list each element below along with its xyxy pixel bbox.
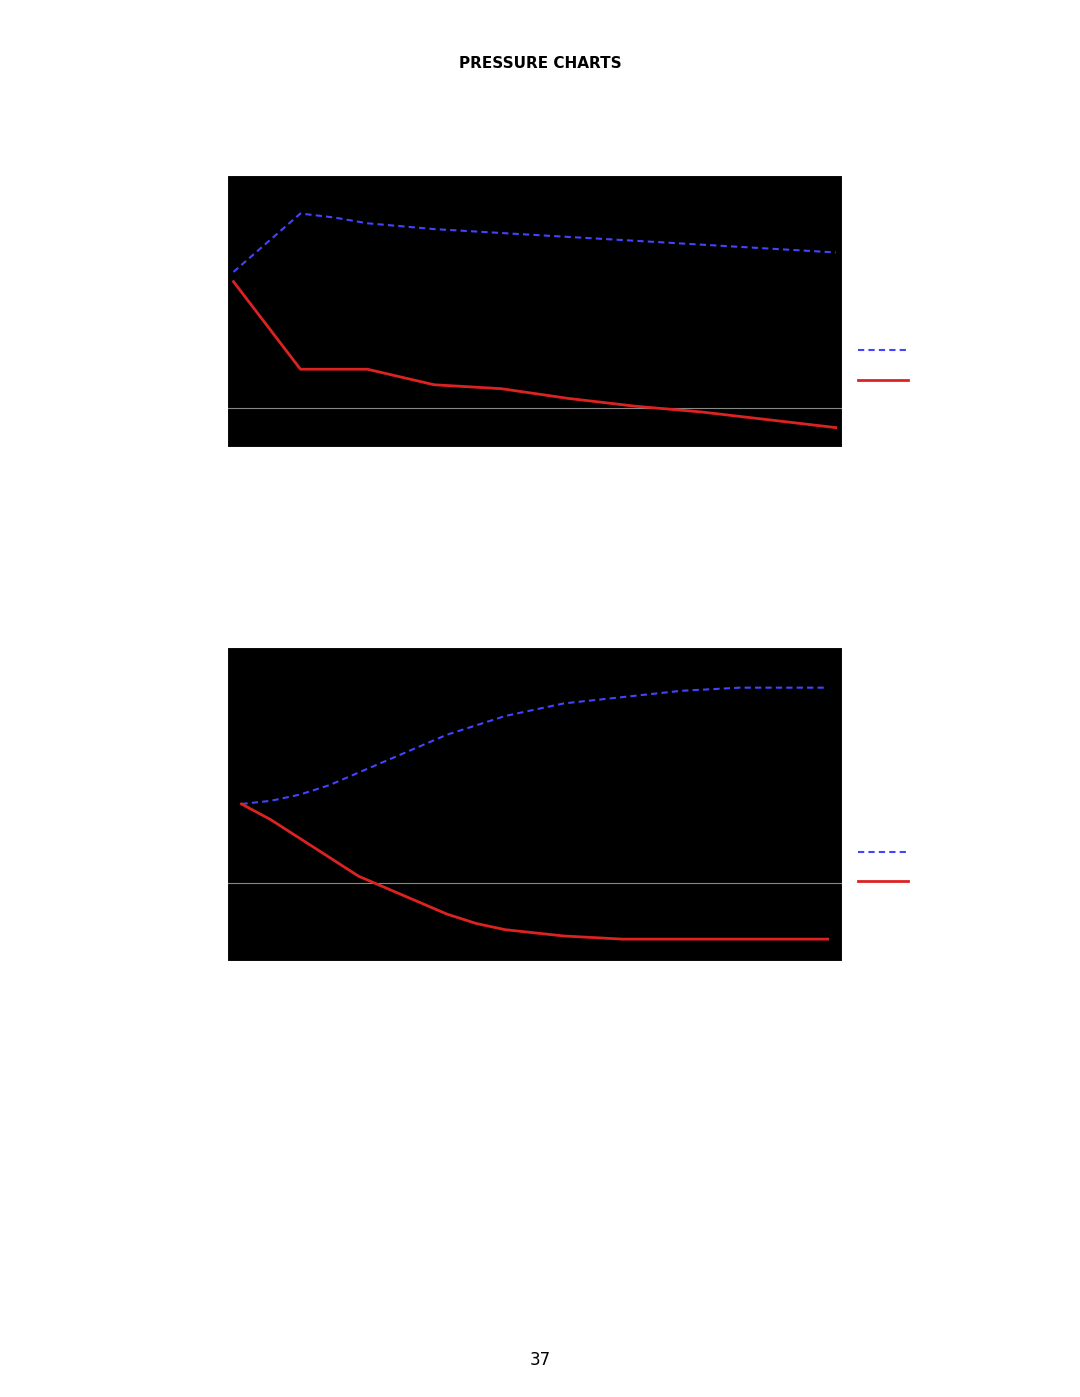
Text: DC50003: DC50003 [904,970,946,981]
Text: WARM SYSTEM: WARM SYSTEM [457,570,633,591]
X-axis label: MINUTES: MINUTES [499,985,570,999]
Text: HIGH: HIGH [913,345,944,355]
Text: Graph A: Graph A [913,876,962,886]
Text: LOW: LOW [913,374,941,384]
X-axis label: MINUTES: MINUTES [499,471,570,485]
Text: DC 5000 1/2 HP: DC 5000 1/2 HP [413,517,677,546]
Text: Graph B: Graph B [913,848,962,858]
Text: PRESSURE CHARTS: PRESSURE CHARTS [459,56,621,71]
Text: GAUGE PRESSURE
TRENDS: GAUGE PRESSURE TRENDS [269,662,381,685]
Text: WARM PLATES/COLD WATER: WARM PLATES/COLD WATER [381,156,708,177]
Text: LOW CHARGE: LOW CHARGE [467,613,623,634]
Text: DC 5000 1/2 HP: DC 5000 1/2 HP [413,101,677,130]
Text: DC50004: DC50004 [904,450,946,460]
Text: PROPER CHARGE: PROPER CHARGE [446,201,644,222]
Text: 37: 37 [529,1351,551,1369]
Text: GAUGE PRESSURE
TRENDS: GAUGE PRESSURE TRENDS [269,254,381,277]
